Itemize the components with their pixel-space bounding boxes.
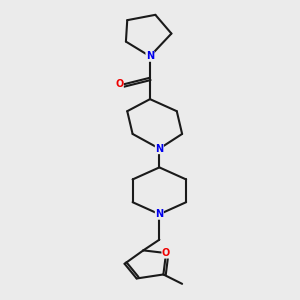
Text: O: O (162, 248, 170, 258)
Text: N: N (155, 209, 164, 219)
Text: O: O (115, 80, 123, 89)
Text: N: N (155, 144, 164, 154)
Text: N: N (146, 51, 154, 61)
